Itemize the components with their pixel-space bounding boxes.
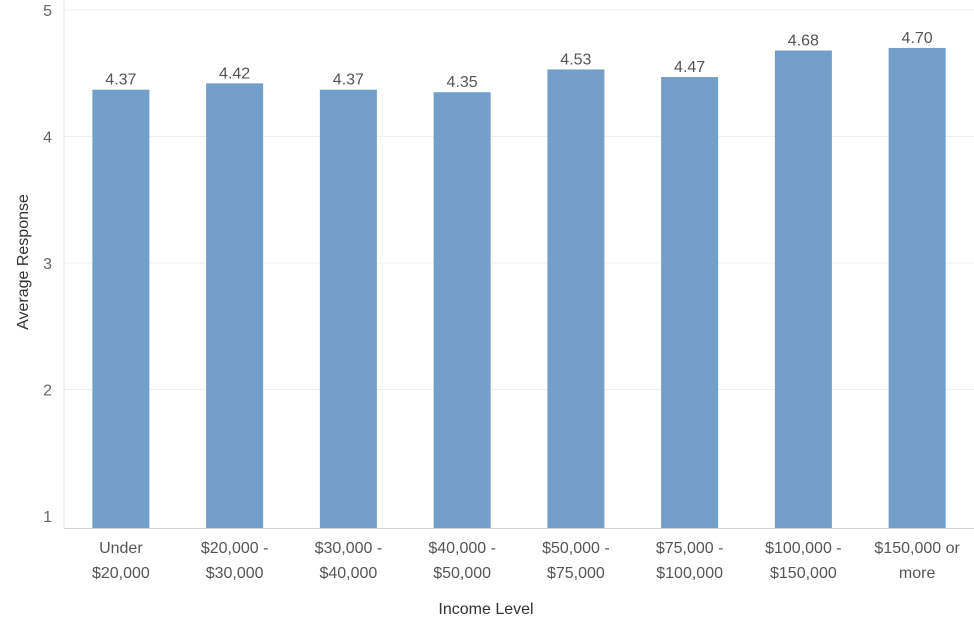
x-tick-label: $40,000 - [428, 540, 496, 557]
x-tick-label: $50,000 - [542, 540, 610, 557]
bar [433, 92, 491, 528]
x-tick-label: $20,000 - [201, 540, 269, 557]
data-label: 4.37 [105, 72, 136, 89]
data-label: 4.53 [560, 51, 591, 68]
x-tick-label: Under [99, 540, 143, 557]
bar [888, 47, 946, 528]
x-axis-ticks: Under $20,000 $20,000 - $30,000 $30,000 - $40… [92, 540, 961, 582]
y-tick-label: 3 [43, 256, 52, 273]
data-labels: 4.37 4.42 4.37 4.35 4.53 4.47 4.68 4.70 [105, 30, 932, 91]
x-tick-label: $50,000 [433, 565, 491, 582]
x-tick-label: $100,000 - [765, 540, 842, 557]
data-label: 4.37 [333, 72, 364, 89]
bar [206, 83, 264, 529]
y-axis-title: Average Response [15, 194, 32, 330]
x-tick-label: more [899, 565, 936, 582]
data-label: 4.68 [788, 32, 819, 49]
x-tick-label: $40,000 [319, 565, 377, 582]
x-tick-label: $100,000 [656, 565, 723, 582]
y-tick-label: 5 [43, 3, 52, 20]
y-tick-label: 2 [43, 383, 52, 400]
x-tick-label: $75,000 [547, 565, 605, 582]
y-axis-ticks: 1 2 3 4 5 [43, 3, 52, 526]
bar [92, 89, 150, 528]
data-label: 4.70 [902, 30, 933, 47]
bar [547, 69, 605, 528]
x-tick-label: $75,000 - [656, 540, 724, 557]
data-label: 4.47 [674, 59, 705, 76]
bar [661, 77, 719, 529]
x-tick-label: $150,000 or [874, 540, 960, 557]
y-tick-label: 4 [43, 130, 52, 147]
gridlines [63, 0, 974, 528]
x-axis-title: Income Level [438, 601, 533, 618]
x-tick-label: $20,000 [92, 565, 150, 582]
x-tick-label: $30,000 - [315, 540, 383, 557]
x-tick-label: $30,000 [206, 565, 264, 582]
data-label: 4.42 [219, 65, 250, 82]
bars [92, 47, 946, 529]
x-tick-label: $150,000 [770, 565, 837, 582]
bar [319, 89, 377, 528]
bar [774, 50, 832, 528]
y-tick-label: 1 [43, 509, 52, 526]
data-label: 4.35 [447, 74, 478, 91]
